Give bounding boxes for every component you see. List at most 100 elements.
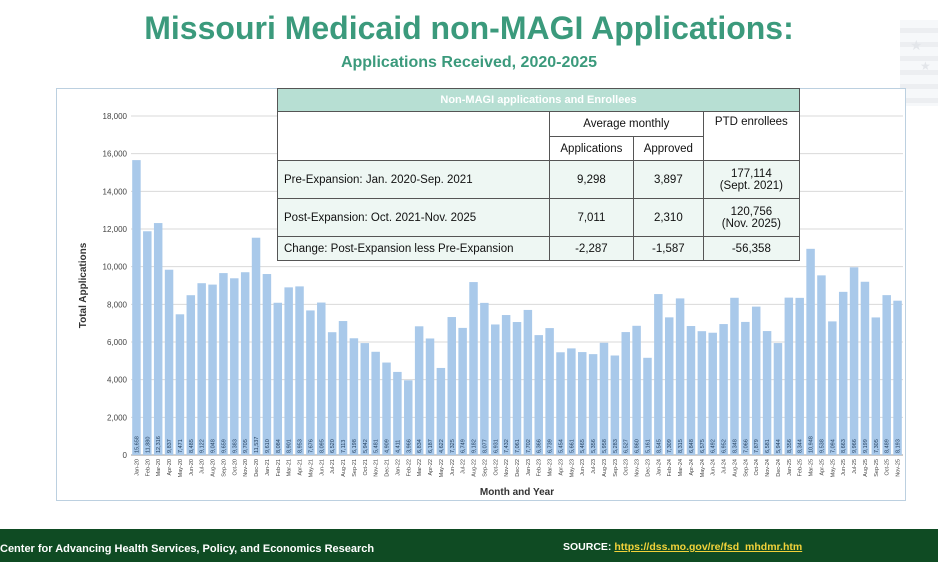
bar [686,326,696,455]
x-tick-label: Dec-24 [776,459,782,477]
x-tick-label: Jul-22 [461,459,467,474]
y-tick-label: 4,000 [107,376,128,385]
bar [371,351,380,455]
bar [164,269,174,455]
x-tick-label: Mar-24 [678,459,684,476]
bar [762,331,772,455]
bar [534,335,543,455]
bar [621,332,630,455]
bar-value-label: 6,834 [417,439,423,453]
bar [491,324,500,455]
x-tick-label: Feb-20 [145,459,151,476]
bar-value-label: 6,739 [548,439,554,453]
bar-value-label: 8,953 [298,439,304,453]
x-tick-label: Jul-24 [722,459,728,474]
bar [730,297,739,455]
x-tick-label: Jun-23 [580,459,586,476]
bar-value-label: 9,966 [852,439,858,453]
bar [664,317,674,455]
bar-value-label: 9,048 [211,439,217,453]
bar [588,354,598,455]
bar [458,327,467,455]
x-tick-label: Jun-21 [319,459,325,476]
row-label: Change: Post-Expansion less Pre-Expansio… [277,236,550,261]
y-tick-label: 6,000 [107,338,128,347]
bar [306,310,315,455]
bar [404,380,413,455]
page-subtitle: Applications Received, 2020-2025 [340,54,598,71]
table-corner-cell [277,111,550,161]
bar-value-label: 15,658 [134,436,140,453]
x-tick-label: Jan-21 [265,459,271,476]
x-tick-label: Jan-25 [787,459,793,476]
bar [436,367,446,455]
x-tick-label: Apr-20 [167,459,173,476]
bar [414,326,424,455]
bar [512,322,522,455]
x-tick-label: Mar-23 [548,459,554,476]
bar [741,321,750,455]
bar [501,315,511,455]
bar-value-label: 9,705 [243,439,249,453]
x-tick-label: Sep-22 [482,459,488,477]
bar [425,338,435,455]
bar [338,321,348,455]
bar [697,331,707,455]
x-tick-label: Nov-21 [374,459,380,477]
bar [784,297,794,455]
bar-value-label: 8,315 [678,439,684,453]
bar [838,291,848,455]
bar [599,342,609,455]
x-tick-label: Mar-20 [156,459,162,476]
bar-value-label: 9,199 [863,439,869,453]
x-tick-label: Sep-25 [874,459,880,477]
bar-value-label: 9,538 [819,439,825,453]
x-tick-label: Feb-21 [276,459,282,476]
x-tick-label: May-21 [308,459,314,477]
row-approved: 3,897 [632,160,704,199]
bar-value-label: 5,161 [645,439,651,453]
bar-value-label: 9,182 [472,439,478,453]
table-row: Post-Expansion: Oct. 2021-Nov. 2025 7,01… [277,198,801,237]
source-link[interactable]: https://dss.mo.gov/re/fsd_mhdmr.htm [614,541,803,553]
bar-value-label: 8,489 [885,439,891,453]
bar-value-label: 8,348 [732,439,738,453]
bar-value-label: 8,901 [287,439,293,453]
bar-value-label: 7,432 [504,439,510,453]
x-tick-label: Sep-21 [352,459,358,477]
x-tick-label: Nov-23 [635,459,641,477]
x-tick-label: Jan-20 [134,459,140,476]
x-tick-label: May-22 [439,459,445,477]
ptd-value: 177,114 [731,167,772,180]
y-tick-label: 12,000 [103,225,128,234]
bar [610,355,620,455]
x-tick-label: Aug-25 [863,459,869,477]
x-tick-label: Jul-20 [200,459,206,474]
bar [567,348,576,455]
row-ptd: 177,114 (Sept. 2021) [702,160,801,199]
bar-value-label: 7,066 [743,439,749,453]
bar-value-label: 8,545 [656,439,662,453]
footer-org-name: Center for Advancing Health Services, Po… [0,543,375,555]
bar-value-label: 7,094 [830,439,836,453]
x-tick-label: Jan-22 [395,459,401,476]
x-tick-label: Dec-21 [385,459,391,477]
bar-value-label: 6,198 [352,439,358,453]
bar [273,302,283,455]
x-tick-label: Jun-25 [841,459,847,476]
x-tick-label: Jun-20 [189,459,195,476]
bar-value-label: 6,492 [711,439,717,453]
x-tick-label: Mar-21 [287,459,293,476]
x-tick-label: Dec-20 [254,459,260,477]
bar-value-label: 8,077 [482,439,488,453]
y-tick-label: 18,000 [103,112,128,121]
y-tick-label: 8,000 [107,300,128,309]
bar-value-label: 4,411 [395,440,401,453]
x-tick-label: Oct-20 [232,459,238,476]
x-tick-label: Aug-22 [472,459,478,477]
bar-value-label: 8,084 [276,439,282,453]
bar [295,286,304,455]
bar [382,362,391,455]
bar-value-label: 12,316 [156,436,162,453]
y-axis-title: Total Applications [78,242,89,328]
